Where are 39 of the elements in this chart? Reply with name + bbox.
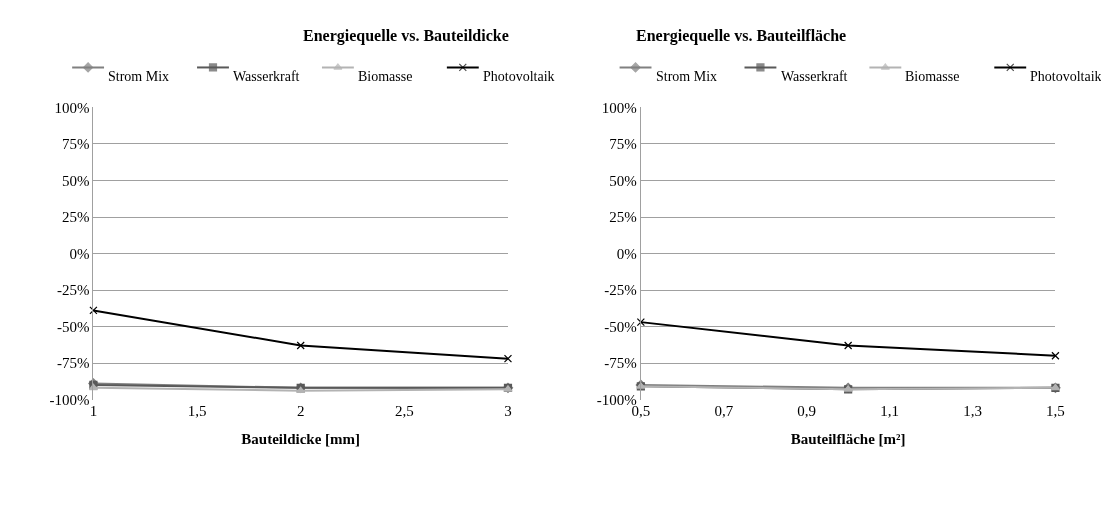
x-tick-label: 0,7: [714, 402, 734, 419]
y-tick-label: -25%: [56, 282, 90, 299]
x-tick-label: 1,3: [963, 402, 982, 419]
legend-label: Biomasse: [905, 69, 960, 84]
x-tick-label: 2,5: [394, 402, 414, 419]
x-tick-label: 3: [504, 402, 512, 419]
x-tick-label: 1: [89, 402, 98, 419]
y-tick-label: 25%: [609, 209, 637, 226]
y-tick-label: 75%: [609, 136, 637, 153]
y-tick-label: 0%: [69, 245, 90, 262]
y-tick-label: -25%: [604, 282, 637, 299]
legend-label: Strom Mix: [656, 69, 718, 84]
y-tick-label: 50%: [609, 172, 637, 189]
x-axis-title: Bauteildicke [mm]: [241, 430, 361, 447]
y-tick-label: -50%: [604, 318, 637, 335]
x-tick-label: 2: [296, 402, 305, 419]
legend-label: Wasserkraft: [233, 69, 300, 84]
chart-title: Energiequelle vs. Bauteildicke: [303, 27, 509, 45]
legend-label: Wasserkraft: [781, 69, 848, 84]
y-tick-label: -50%: [56, 318, 90, 335]
y-tick-label: -100%: [49, 391, 90, 408]
legend-label: Photovoltaik: [1030, 69, 1101, 84]
y-tick-label: 100%: [54, 99, 90, 116]
y-tick-label: 25%: [61, 209, 90, 226]
legend-label: Photovoltaik: [483, 69, 555, 84]
x-tick-label: 1,1: [880, 402, 899, 419]
x-axis-title: Bauteilfläche [m²]: [790, 430, 906, 447]
x-tick-label: 1,5: [1046, 402, 1065, 419]
y-tick-label: 100%: [601, 99, 637, 116]
x-tick-label: 0,9: [797, 402, 817, 419]
y-tick-label: -75%: [56, 355, 90, 372]
y-tick-label: 50%: [61, 172, 90, 189]
chart-title: Energiequelle vs. Bauteilfläche: [636, 27, 847, 45]
x-tick-label: 1,5: [187, 402, 207, 419]
legend-label: Biomasse: [358, 69, 413, 84]
y-tick-label: -75%: [604, 355, 637, 372]
y-tick-label: 75%: [61, 136, 90, 153]
legend-label: Strom Mix: [108, 69, 170, 84]
y-tick-label: 0%: [616, 245, 637, 262]
